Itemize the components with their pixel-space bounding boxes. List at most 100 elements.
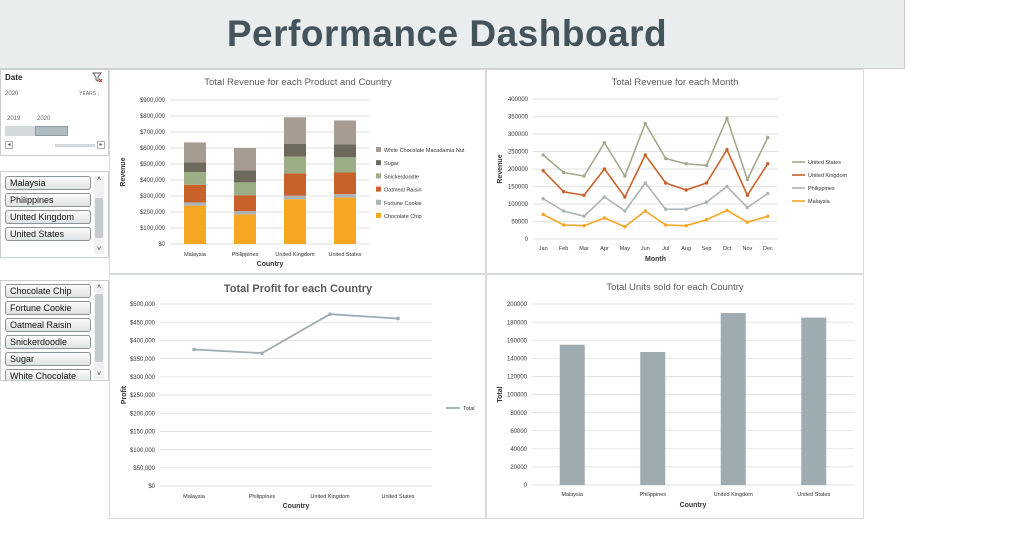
timeline-selected-year: 2020 bbox=[5, 91, 19, 97]
y-tick-label: 180000 bbox=[507, 320, 528, 326]
y-axis-label: Revenue bbox=[120, 157, 127, 186]
legend-label: Total bbox=[463, 406, 475, 412]
data-point bbox=[602, 167, 607, 171]
scrollbar-thumb[interactable] bbox=[95, 294, 103, 362]
bar-segment bbox=[184, 202, 206, 206]
x-axis-label: Country bbox=[257, 261, 284, 268]
y-tick-label: $500,000 bbox=[130, 302, 156, 308]
data-point bbox=[561, 209, 566, 213]
legend-swatch bbox=[376, 186, 381, 192]
bar-segment bbox=[284, 156, 306, 174]
bar-segment bbox=[184, 142, 206, 163]
timeline-level-label: YEARS bbox=[79, 91, 97, 97]
series-line bbox=[542, 116, 769, 182]
bar-segment bbox=[284, 117, 306, 144]
date-timeline-slicer[interactable]: Date 2020 YEARS ↓ 2019 2020 ◂ ▸ bbox=[0, 69, 109, 156]
y-tick-label: 150000 bbox=[508, 185, 529, 191]
y-tick-label: 100000 bbox=[508, 202, 529, 208]
chart-title: Total Revenue for each Product and Count… bbox=[204, 77, 392, 88]
legend-label: Oatmeal Raisin bbox=[384, 188, 422, 194]
revenue-by-month-chart[interactable]: 0 50000 100000 150000 200000 250000 300000 3500… bbox=[486, 69, 864, 274]
scroll-right-icon[interactable]: ▸ bbox=[97, 141, 105, 149]
slicer-item-snickerdoodle[interactable]: Snickerdoodle bbox=[5, 335, 91, 349]
x-tick-label: Sep bbox=[702, 246, 712, 252]
timeline-period-2020[interactable] bbox=[35, 126, 68, 136]
y-tick-label: $200,000 bbox=[140, 210, 166, 216]
y-tick-label: $500,000 bbox=[140, 162, 166, 168]
bar-segment bbox=[184, 162, 206, 172]
data-point bbox=[643, 153, 647, 157]
chevron-down-icon: ↓ bbox=[97, 91, 101, 97]
legend-swatch bbox=[376, 199, 381, 205]
data-point bbox=[541, 169, 545, 173]
timeline-period-2019[interactable] bbox=[5, 126, 35, 136]
units-by-country-chart[interactable]: 0 20000 40000 60000 80000 100000 120000 140000 1… bbox=[486, 274, 864, 519]
timeline-year-label: 2020 bbox=[37, 116, 51, 122]
data-point bbox=[664, 223, 668, 227]
data-point bbox=[623, 209, 627, 213]
slicer-item-fortune-cookie[interactable]: Fortune Cookie bbox=[5, 301, 91, 315]
timeline-scrollbar[interactable]: ◂ ▸ bbox=[5, 141, 105, 149]
country-slicer[interactable]: Malaysia Philippines United Kingdom Unit… bbox=[0, 171, 109, 258]
scroll-down-icon[interactable]: ˅ bbox=[96, 246, 102, 253]
scroll-up-icon[interactable]: ˄ bbox=[96, 176, 102, 183]
profit-by-country-chart[interactable]: $0 $50,000 $100,000 $150,000 $200,000 $250,00… bbox=[109, 274, 486, 519]
bar-segment bbox=[284, 173, 306, 196]
product-slicer[interactable]: Chocolate Chip Fortune Cookie Oatmeal Ra… bbox=[0, 280, 109, 381]
bar bbox=[801, 317, 827, 485]
scroll-up-icon[interactable]: ˄ bbox=[96, 284, 102, 291]
x-tick-label: Philippines bbox=[249, 494, 276, 500]
chart-title: Total Profit for each Country bbox=[224, 283, 373, 295]
scroll-down-icon[interactable]: ˅ bbox=[96, 371, 102, 378]
legend-swatch bbox=[376, 213, 381, 218]
data-point bbox=[704, 181, 709, 185]
legend-label: United States bbox=[808, 160, 841, 166]
slicer-item-united-states[interactable]: United States bbox=[5, 227, 91, 241]
bar-segment bbox=[184, 172, 206, 185]
data-point bbox=[541, 197, 545, 201]
slicer-item-white-chocolate[interactable]: White Chocolate bbox=[5, 369, 91, 380]
legend-swatch bbox=[376, 147, 381, 152]
x-tick-label: Jan bbox=[539, 246, 548, 252]
slicer-scrollbar[interactable]: ˄ ˅ bbox=[94, 176, 104, 254]
y-axis-label: Revenue bbox=[497, 154, 504, 183]
bar-segment bbox=[334, 157, 356, 173]
slicer-item-philippines[interactable]: Philippines bbox=[5, 193, 91, 207]
data-point bbox=[582, 193, 586, 197]
y-tick-label: 200000 bbox=[508, 167, 529, 173]
data-point bbox=[725, 184, 729, 189]
y-tick-label: 40000 bbox=[510, 447, 527, 453]
x-axis-label: Country bbox=[283, 503, 310, 510]
scroll-left-icon[interactable]: ◂ bbox=[5, 141, 13, 149]
bar-segment bbox=[284, 143, 306, 157]
line-chart: 0 50000 100000 150000 200000 250000 300000 3500… bbox=[497, 77, 848, 263]
slicer-item-sugar[interactable]: Sugar bbox=[5, 352, 91, 366]
scrollbar-thumb[interactable] bbox=[55, 144, 95, 147]
slicer-item-chocolate-chip[interactable]: Chocolate Chip bbox=[5, 284, 91, 298]
y-tick-label: $200,000 bbox=[130, 411, 156, 417]
slicer-scrollbar[interactable]: ˄ ˅ bbox=[94, 284, 104, 379]
scrollbar-thumb[interactable] bbox=[95, 198, 103, 238]
y-tick-label: 120000 bbox=[507, 375, 528, 381]
data-point bbox=[766, 214, 770, 218]
y-tick-label: $0 bbox=[158, 242, 165, 248]
x-tick-label: May bbox=[620, 246, 631, 252]
slicer-item-united-kingdom[interactable]: United Kingdom bbox=[5, 210, 91, 224]
bar-segment bbox=[284, 195, 306, 200]
slicer-item-oatmeal-raisin[interactable]: Oatmeal Raisin bbox=[5, 318, 91, 332]
legend-swatch bbox=[376, 173, 381, 179]
data-point bbox=[745, 193, 750, 197]
y-tick-label: 250000 bbox=[508, 150, 529, 156]
data-point bbox=[582, 174, 586, 178]
timeline-level-dropdown[interactable]: YEARS ↓ bbox=[79, 91, 100, 97]
x-tick-label: Nov bbox=[742, 246, 752, 252]
data-point bbox=[684, 224, 688, 228]
revenue-by-product-country-chart[interactable]: $0 $100,000 $200,000 $300,000 $400,000 $500,0… bbox=[109, 69, 486, 274]
legend-label: Malaysia bbox=[808, 199, 831, 205]
data-point bbox=[643, 181, 647, 185]
x-tick-label: Malaysia bbox=[561, 492, 584, 498]
clear-filter-icon[interactable] bbox=[92, 72, 103, 83]
slicer-item-malaysia[interactable]: Malaysia bbox=[5, 176, 91, 190]
y-tick-label: $100,000 bbox=[140, 226, 166, 232]
timeline-year-label: 2019 bbox=[7, 116, 21, 122]
